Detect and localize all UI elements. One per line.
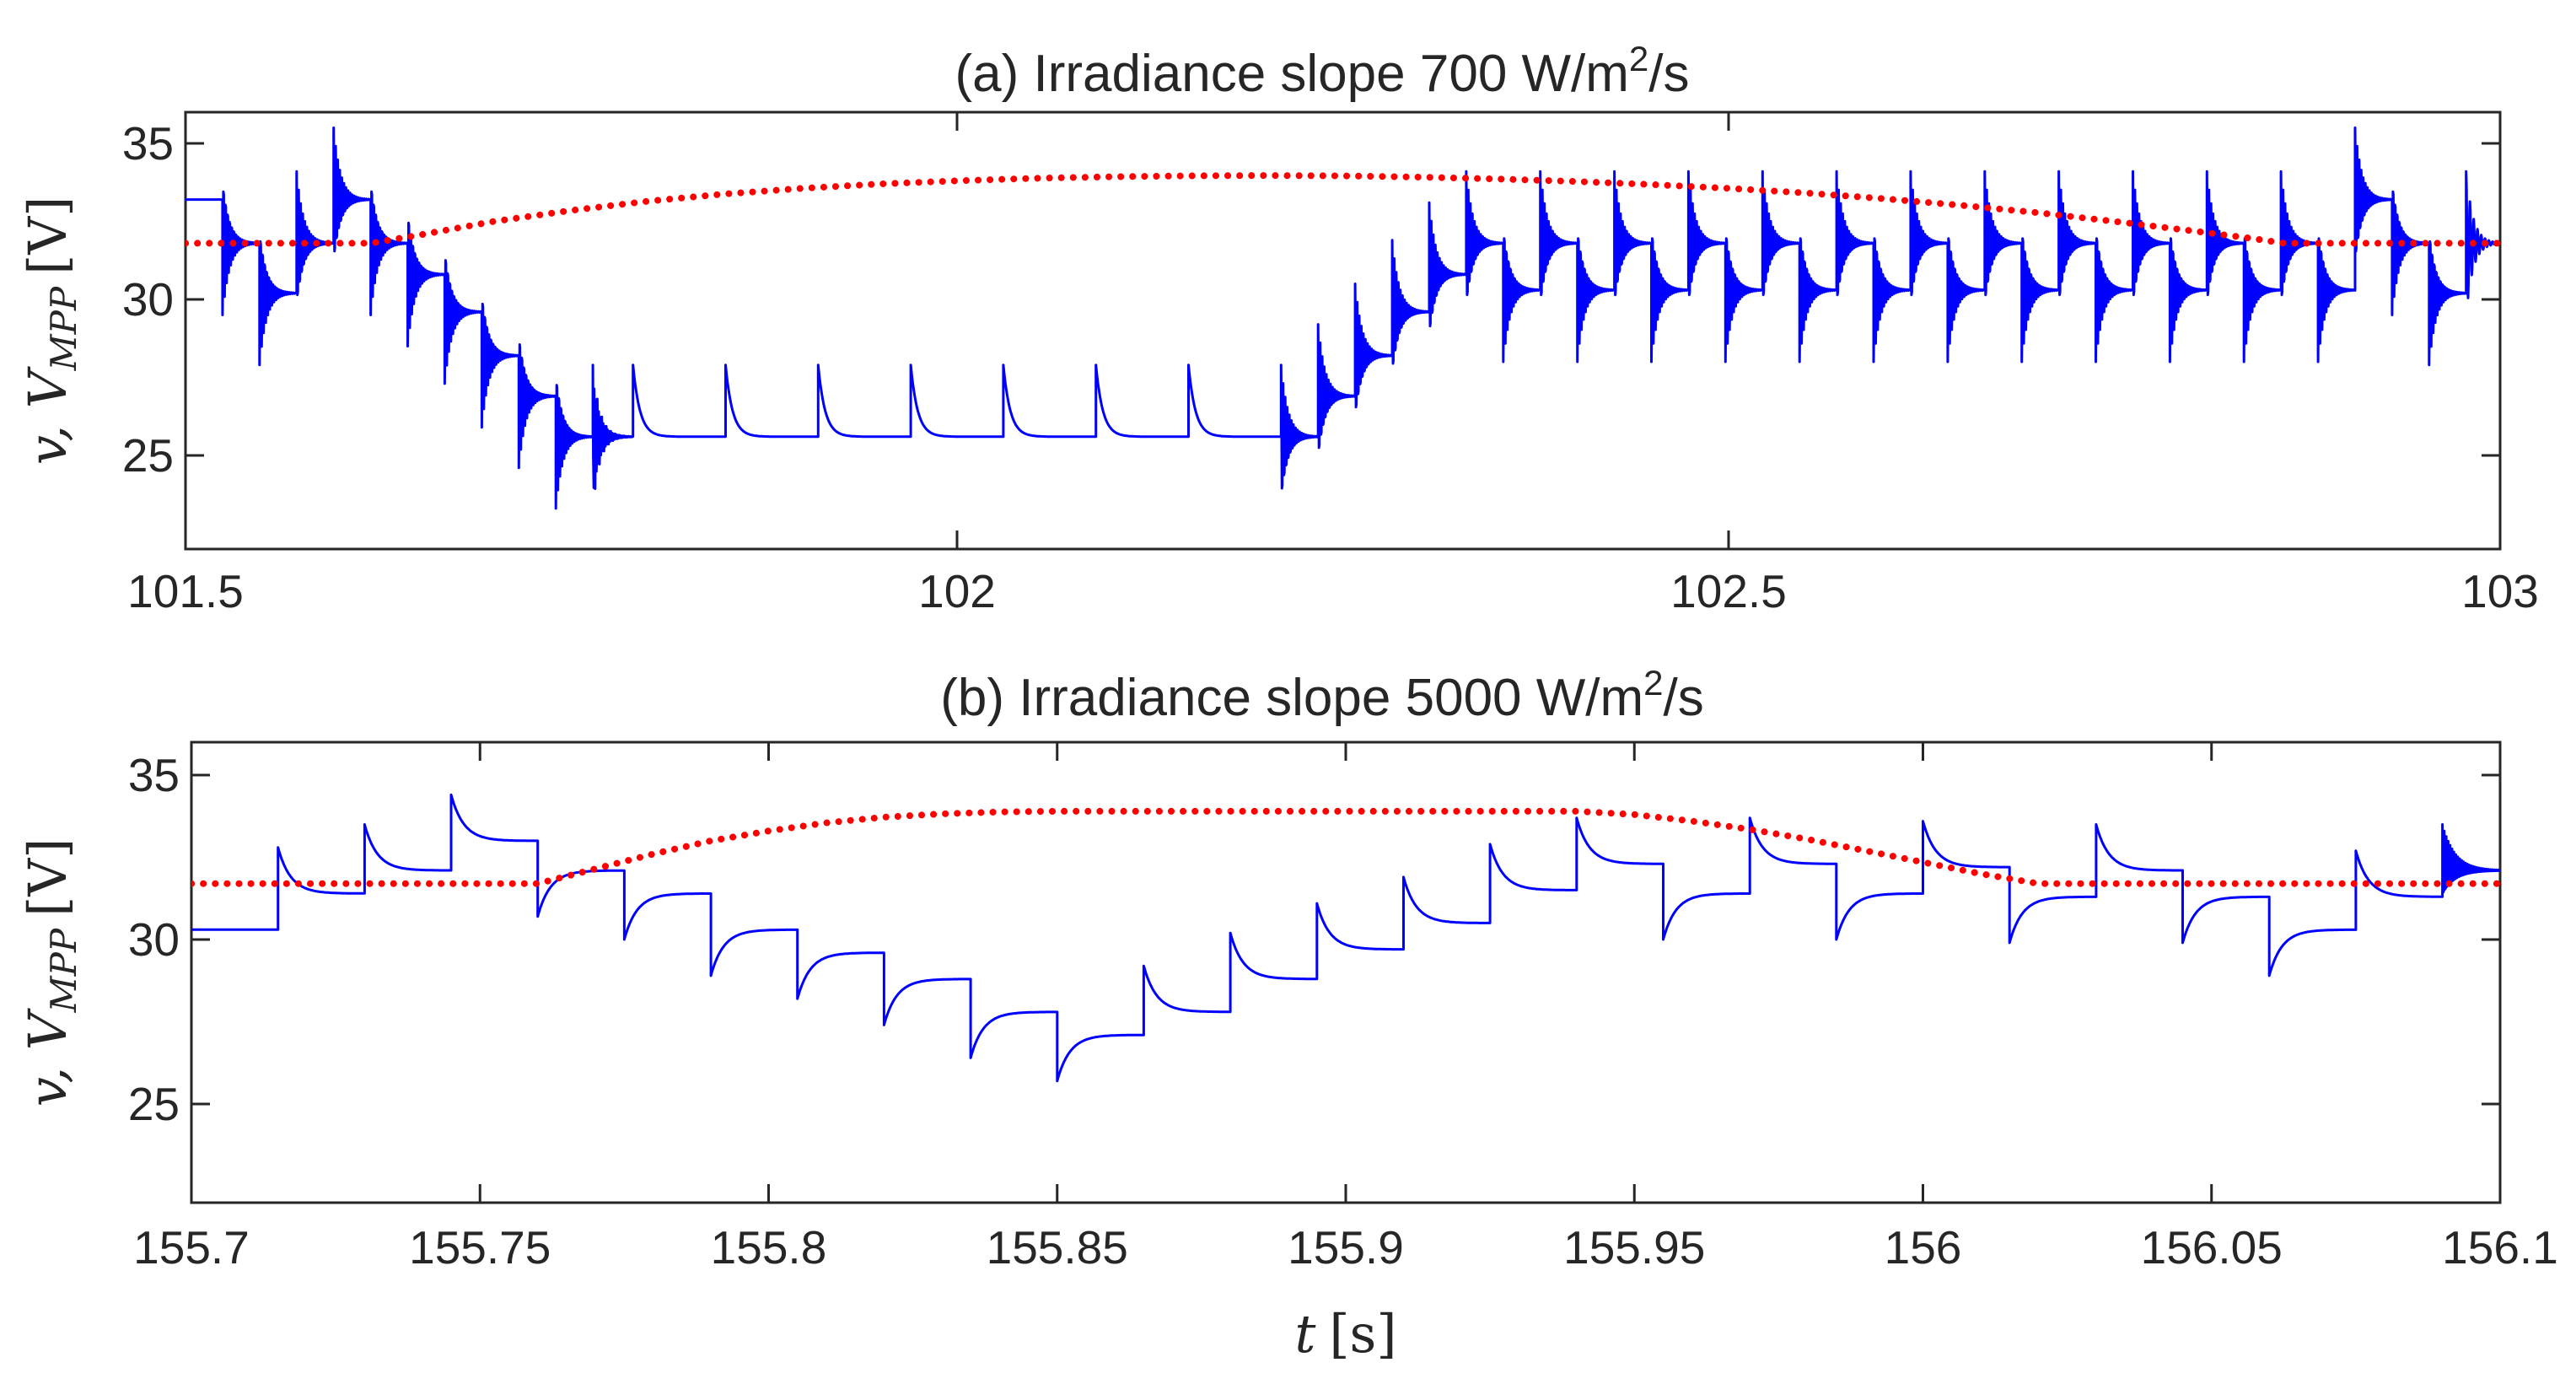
x-tick-label: 156 xyxy=(1885,1221,1962,1274)
panel-a: (a) Irradiance slope 700 W/m2/s 101.5 102… xyxy=(17,39,2539,617)
y-tick-label: 25 xyxy=(128,1078,180,1130)
panel-a-plot-area xyxy=(186,127,2500,510)
x-tick-label: 156.1 xyxy=(2442,1221,2558,1274)
x-tick-label: 155.85 xyxy=(987,1221,1128,1274)
x-tick-label: 155.9 xyxy=(1288,1221,1404,1274)
x-tick-label: 156.05 xyxy=(2141,1221,2283,1274)
y-tick-label: 30 xyxy=(128,913,180,966)
x-tick-label: 101.5 xyxy=(127,565,244,617)
x-tick-label: 155.7 xyxy=(133,1221,250,1274)
x-tick-label: 102.5 xyxy=(1670,565,1787,617)
panel-a-y-ticks: 25 30 35 xyxy=(122,117,2500,482)
panel-a-mpp-series xyxy=(186,172,2500,247)
panel-b-ylabel: v, VMPP[V] xyxy=(17,838,84,1107)
panel-a-ylabel: v, VMPP[V] xyxy=(17,197,84,466)
x-tick-label: 103 xyxy=(2461,565,2539,617)
x-tick-label: 102 xyxy=(918,565,996,617)
panel-b-title: (b) Irradiance slope 5000 W/m2/s xyxy=(940,663,1704,727)
panel-b-mpp-series xyxy=(191,807,2500,887)
panel-b-x-ticks: 155.7 155.75 155.8 155.85 155.9 155.95 156 156.… xyxy=(133,742,2558,1274)
y-tick-label: 35 xyxy=(128,749,180,801)
panel-b-plot-area xyxy=(191,793,2500,1083)
x-tick-label: 155.8 xyxy=(711,1221,827,1274)
panel-a-x-ticks: 101.5 102 102.5 103 xyxy=(127,112,2539,617)
y-tick-label: 25 xyxy=(122,429,174,482)
panel-b-axes xyxy=(190,740,2502,1204)
panel-b: (b) Irradiance slope 5000 W/m2/s 155.7 15… xyxy=(17,663,2558,1365)
panel-a-axes xyxy=(184,110,2502,551)
panel-b-y-ticks: 25 30 35 xyxy=(128,749,2500,1130)
panel-b-xlabel: t [s] xyxy=(1294,1303,1396,1365)
panel-a-voltage-series xyxy=(186,127,2500,510)
y-tick-label: 30 xyxy=(122,273,174,326)
x-tick-label: 155.75 xyxy=(409,1221,551,1274)
x-tick-label: 155.95 xyxy=(1563,1221,1705,1274)
panel-a-title: (a) Irradiance slope 700 W/m2/s xyxy=(955,39,1689,103)
y-tick-label: 35 xyxy=(122,117,174,170)
